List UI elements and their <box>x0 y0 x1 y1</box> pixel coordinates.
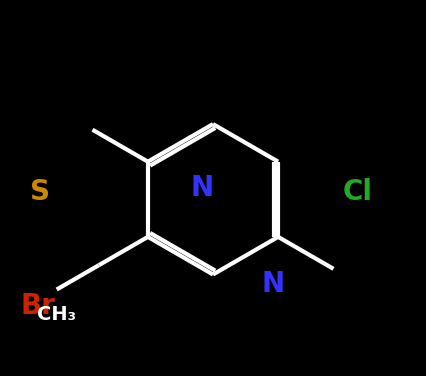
Text: S: S <box>31 178 50 206</box>
Text: Cl: Cl <box>343 178 373 206</box>
Text: Br: Br <box>21 293 56 320</box>
Text: CH₃: CH₃ <box>37 305 76 324</box>
Text: N: N <box>191 174 214 202</box>
Text: N: N <box>261 270 284 298</box>
